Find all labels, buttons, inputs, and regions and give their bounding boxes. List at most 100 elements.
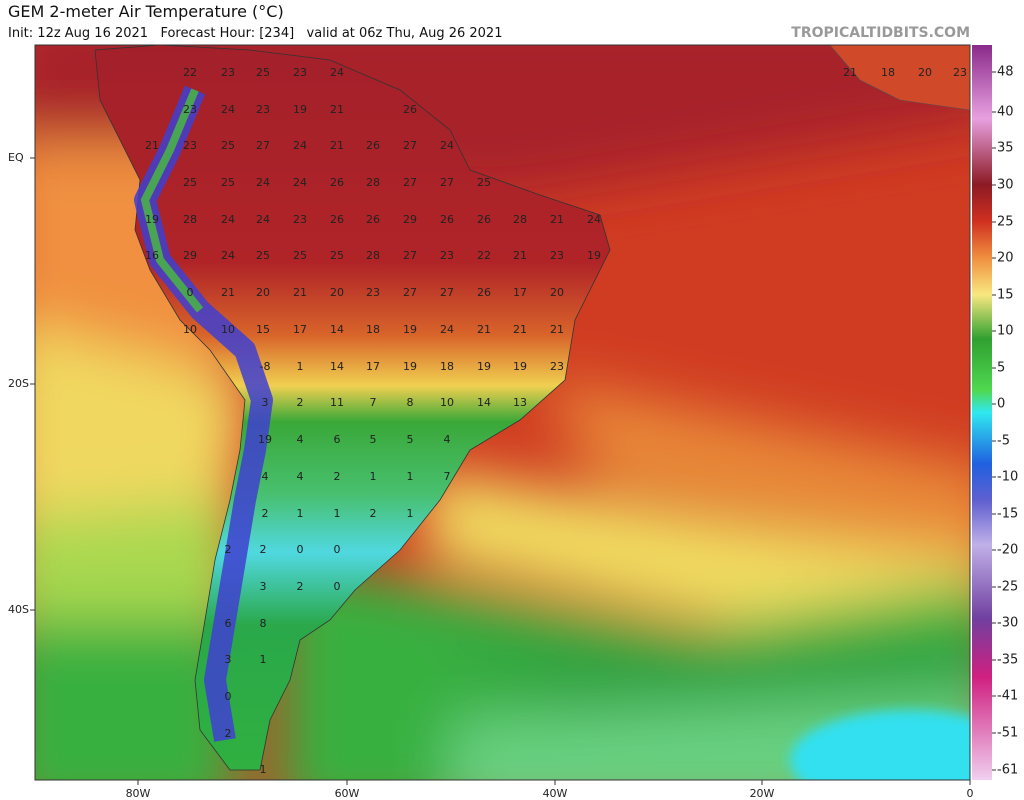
- temperature-label: 22: [477, 249, 491, 262]
- temperature-label: 10: [440, 396, 454, 409]
- temperature-label: 17: [366, 360, 380, 373]
- temperature-label: 1: [297, 507, 304, 520]
- temperature-label: 19: [403, 323, 417, 336]
- temperature-label: 1: [260, 763, 267, 776]
- temperature-label: 19: [293, 103, 307, 116]
- colorbar-label: 40: [997, 105, 1014, 120]
- colorbar-label: 5: [997, 361, 1005, 376]
- temperature-label: 20: [918, 66, 932, 79]
- temperature-label: 1: [407, 507, 414, 520]
- temperature-label: 19: [513, 360, 527, 373]
- lat-label: EQ: [8, 151, 24, 164]
- temperature-label: 0: [225, 690, 232, 703]
- temperature-label: 6: [334, 433, 341, 446]
- lon-label: 0: [967, 787, 974, 800]
- temperature-label: 23: [440, 249, 454, 262]
- temperature-label: 21: [550, 323, 564, 336]
- temperature-label: 15: [256, 323, 270, 336]
- temperature-label: 25: [330, 249, 344, 262]
- temperature-label: 1: [297, 360, 304, 373]
- temperature-label: 2: [260, 543, 267, 556]
- temperature-label: 1: [407, 470, 414, 483]
- temperature-label: 18: [440, 360, 454, 373]
- temperature-label: 17: [513, 286, 527, 299]
- temperature-label: 24: [256, 213, 270, 226]
- temperature-label: 27: [440, 176, 454, 189]
- temperature-label: 24: [256, 176, 270, 189]
- temperature-label: 23: [293, 213, 307, 226]
- temperature-label: 21: [550, 213, 564, 226]
- temperature-label: 4: [297, 433, 304, 446]
- temperature-label: 23: [183, 103, 197, 116]
- temperature-label: 2: [297, 396, 304, 409]
- temperature-label: 23: [183, 139, 197, 152]
- temperature-label: 23: [550, 360, 564, 373]
- temperature-label: 11: [330, 396, 344, 409]
- temperature-label: 8: [260, 617, 267, 630]
- temperature-label: 26: [330, 176, 344, 189]
- temperature-label: 19: [477, 360, 491, 373]
- temperature-label: 25: [256, 249, 270, 262]
- temperature-label: 27: [440, 286, 454, 299]
- colorbar-label: 20: [997, 251, 1014, 266]
- temperature-label: 21: [330, 103, 344, 116]
- temperature-label: 28: [183, 213, 197, 226]
- temperature-label: 21: [477, 323, 491, 336]
- temperature-label: 2: [334, 470, 341, 483]
- temperature-label: 5: [370, 433, 377, 446]
- temperature-label: 0: [187, 286, 194, 299]
- temperature-label: 21: [513, 323, 527, 336]
- temperature-label: 23: [221, 66, 235, 79]
- temperature-label: 21: [843, 66, 857, 79]
- temperature-label: 25: [256, 66, 270, 79]
- temperature-label: 24: [440, 323, 454, 336]
- temperature-label: 27: [256, 139, 270, 152]
- temperature-label: 18: [366, 323, 380, 336]
- temperature-label: 3: [225, 653, 232, 666]
- temperature-label: 26: [403, 103, 417, 116]
- lon-label: 80W: [126, 787, 151, 800]
- colorbar-label: -61: [997, 763, 1018, 778]
- colorbar-label: 0: [997, 397, 1005, 412]
- colorbar-label: -41: [997, 689, 1018, 704]
- colorbar-label: -15: [997, 507, 1018, 522]
- temperature-label: 28: [513, 213, 527, 226]
- temperature-label: 26: [440, 213, 454, 226]
- colorbar-label: -30: [997, 616, 1018, 631]
- temperature-label: 8: [407, 396, 414, 409]
- temperature-label: 25: [477, 176, 491, 189]
- colorbar-label: -20: [997, 543, 1018, 558]
- temperature-label: 6: [225, 617, 232, 630]
- temperature-label: 2: [262, 507, 269, 520]
- temperature-label: 24: [221, 249, 235, 262]
- temperature-label: 4: [262, 470, 269, 483]
- colorbar-label: 30: [997, 178, 1014, 193]
- temperature-label: 20: [330, 286, 344, 299]
- temperature-label: 2: [225, 727, 232, 740]
- temperature-label: 23: [293, 66, 307, 79]
- temperature-label: 27: [403, 176, 417, 189]
- temperature-label: 26: [477, 213, 491, 226]
- temperature-label: -8: [260, 360, 271, 373]
- colorbar-label: 25: [997, 215, 1014, 230]
- temperature-label: 13: [513, 396, 527, 409]
- temperature-label: 21: [330, 139, 344, 152]
- temperature-label: 14: [477, 396, 491, 409]
- temperature-label: 25: [293, 249, 307, 262]
- temperature-label: 21: [293, 286, 307, 299]
- colorbar-label: 35: [997, 141, 1014, 156]
- colorbar-label: -25: [997, 580, 1018, 595]
- temperature-label: 27: [403, 139, 417, 152]
- temperature-label: 28: [366, 249, 380, 262]
- temperature-label: 24: [221, 213, 235, 226]
- colorbar-label: 15: [997, 288, 1014, 303]
- temperature-label: 29: [183, 249, 197, 262]
- temperature-label: 1: [260, 653, 267, 666]
- temperature-label: 26: [366, 213, 380, 226]
- temperature-label: 24: [330, 66, 344, 79]
- temperature-label: 24: [293, 176, 307, 189]
- colorbar-label: 48: [997, 65, 1014, 80]
- map-frame: [34, 44, 971, 781]
